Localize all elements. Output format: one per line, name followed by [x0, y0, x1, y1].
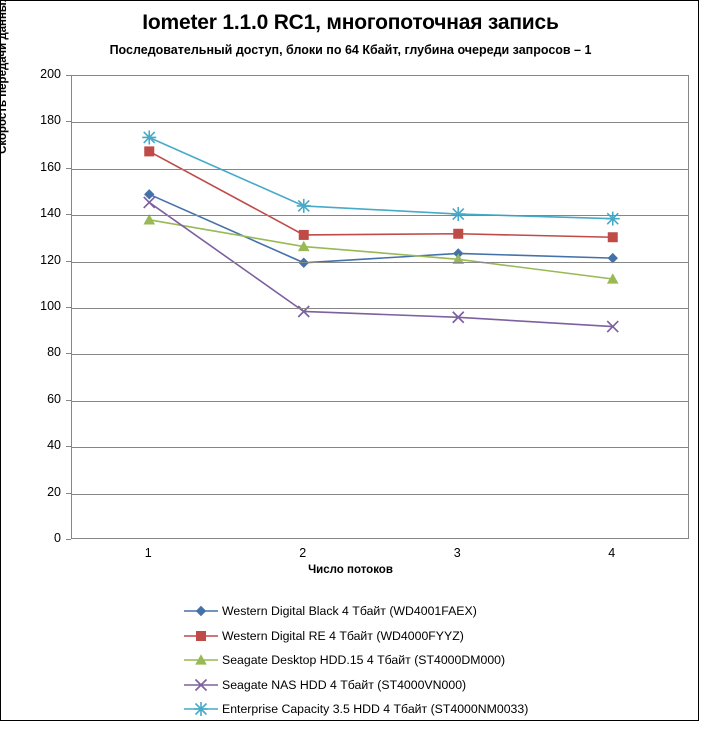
data-point-triangle — [606, 273, 619, 284]
legend-item[interactable]: Enterprise Capacity 3.5 HDD 4 Тбайт (ST4… — [183, 697, 613, 722]
x-tick-label: 1 — [144, 546, 152, 560]
y-tick-mark — [66, 121, 71, 122]
data-point-triangle — [452, 253, 465, 264]
data-point-triangle — [195, 654, 207, 665]
legend-marker-triangle-icon — [183, 648, 219, 672]
data-point-square — [607, 232, 618, 243]
data-point-x — [452, 311, 465, 324]
series-line — [148, 193, 613, 264]
legend-item-label: Seagate Desktop HDD.15 4 Тбайт (ST4000DM… — [222, 653, 506, 667]
data-point-square — [298, 229, 309, 240]
data-point-star — [451, 207, 466, 222]
data-point-square — [196, 630, 206, 641]
y-tick-label: 0 — [54, 531, 61, 545]
chart-title: Iometer 1.1.0 RC1, многопоточная запись — [142, 11, 559, 34]
legend-marker-square-icon — [183, 624, 219, 648]
gridline — [72, 215, 688, 216]
y-tick-label: 120 — [40, 253, 61, 267]
y-tick-mark — [66, 75, 71, 76]
data-point-diamond — [144, 189, 155, 200]
x-tick-label: 2 — [299, 546, 307, 560]
series-line — [148, 136, 613, 220]
x-tick-label: 4 — [608, 546, 616, 560]
data-point-triangle — [143, 214, 156, 225]
gridline — [72, 169, 688, 170]
gridline — [72, 494, 688, 495]
data-point-x — [606, 320, 619, 333]
gridline — [72, 122, 688, 123]
x-axis-title: Число потоков — [308, 564, 393, 576]
y-tick-mark — [66, 539, 71, 540]
data-point-star — [296, 198, 311, 213]
series-line — [149, 219, 613, 280]
data-point-diamond — [607, 252, 618, 264]
x-tick-label: 3 — [453, 546, 461, 560]
data-point-diamond — [195, 605, 207, 617]
y-axis-title: Скорость передачи данных, Мбайт/с — [0, 0, 9, 154]
y-tick-label: 20 — [47, 485, 61, 499]
data-point-star — [605, 211, 620, 226]
y-tick-mark — [66, 400, 71, 401]
data-point-triangle — [297, 240, 310, 252]
y-tick-label: 60 — [47, 392, 61, 406]
gridline — [72, 262, 688, 263]
y-tick-label: 200 — [40, 67, 61, 81]
y-tick-label: 180 — [40, 113, 61, 127]
data-point-star — [142, 130, 157, 145]
series-lines — [142, 130, 620, 333]
legend-item[interactable]: Western Digital Black 4 Тбайт (WD4001FAE… — [183, 599, 613, 624]
gridline — [72, 308, 688, 309]
legend-marker-diamond-icon — [183, 599, 219, 623]
y-tick-label: 140 — [40, 206, 61, 220]
y-tick-label: 40 — [47, 438, 61, 452]
legend-item[interactable]: Seagate Desktop HDD.15 4 Тбайт (ST4000DM… — [183, 648, 613, 673]
data-point-square — [453, 228, 464, 239]
series-line — [148, 201, 613, 328]
chart-subtitle: Последовательный доступ, блоки по 64 Кба… — [109, 43, 592, 57]
legend-marker-x-icon — [183, 673, 219, 697]
legend-marker-star-icon — [183, 697, 219, 721]
y-tick-mark — [66, 168, 71, 169]
gridline — [72, 447, 688, 448]
data-point-x — [143, 196, 156, 209]
y-tick-mark — [66, 446, 71, 447]
gridline — [72, 354, 688, 355]
y-tick-label: 80 — [47, 345, 61, 359]
data-point-star — [194, 702, 208, 716]
y-tick-mark — [66, 353, 71, 354]
legend-item-label: Western Digital RE 4 Тбайт (WD4000FYYZ) — [222, 628, 464, 643]
y-tick-label: 160 — [40, 160, 61, 174]
legend-item-label: Enterprise Capacity 3.5 HDD 4 Тбайт (ST4… — [222, 702, 529, 716]
y-tick-mark — [66, 493, 71, 494]
series-line — [148, 150, 613, 239]
legend-item-label: Western Digital Black 4 Тбайт (WD4001FAE… — [222, 604, 477, 618]
data-point-square — [144, 146, 155, 157]
y-tick-mark — [66, 261, 71, 262]
data-point-x — [194, 678, 208, 691]
y-tick-mark — [66, 214, 71, 215]
legend-item[interactable]: Western Digital RE 4 Тбайт (WD4000FYYZ) — [183, 624, 613, 649]
legend-item[interactable]: Seagate NAS HDD 4 Тбайт (ST4000VN000) — [183, 673, 613, 698]
data-point-x — [297, 305, 310, 318]
legend-item-label: Seagate NAS HDD 4 Тбайт (ST4000VN000) — [222, 677, 467, 692]
chart-legend: Western Digital Black 4 Тбайт (WD4001FAE… — [183, 599, 613, 722]
plot-area — [71, 75, 689, 539]
gridline — [72, 401, 688, 402]
y-tick-label: 100 — [40, 299, 61, 313]
y-tick-mark — [66, 307, 71, 308]
